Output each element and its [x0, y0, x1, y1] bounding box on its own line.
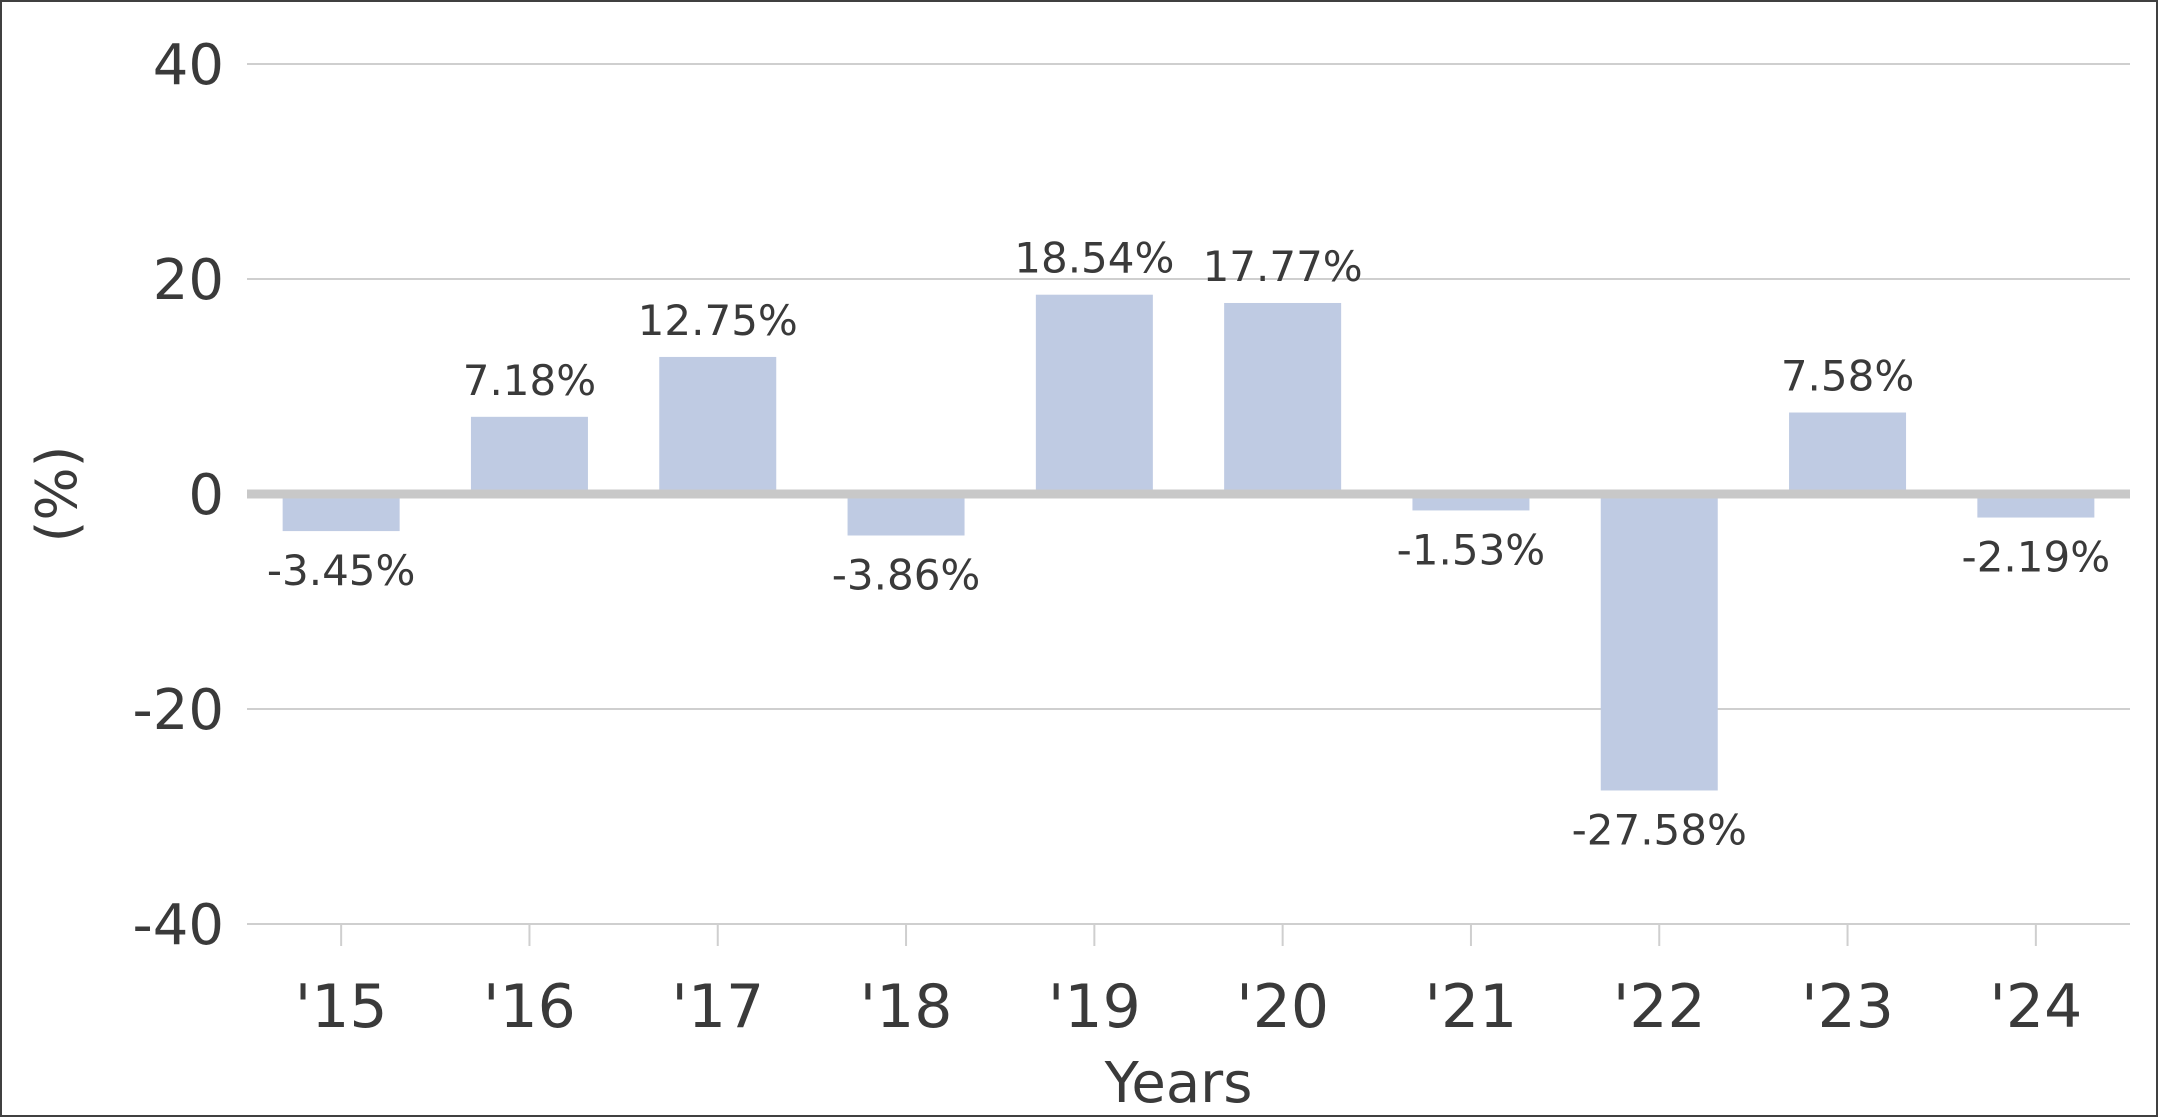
- gridlines: [247, 63, 2130, 925]
- bar: [1600, 494, 1718, 791]
- x-tick-label: '24: [1989, 972, 2082, 1042]
- data-label: 7.18%: [463, 356, 596, 405]
- data-label: -27.58%: [1572, 805, 1747, 854]
- bar: [1789, 412, 1907, 494]
- data-label: -3.86%: [832, 550, 981, 599]
- x-tick-label: '15: [295, 972, 388, 1042]
- x-tick-label: '16: [483, 972, 576, 1042]
- x-tick-label: '20: [1236, 972, 1329, 1042]
- x-tick-label: '21: [1425, 972, 1518, 1042]
- y-axis-title: (%): [25, 446, 90, 543]
- x-axis-title: Years: [1104, 1051, 1253, 1115]
- y-tick-label: 40: [153, 33, 224, 98]
- x-axis-ticks: '15 '16 '17 '18 '19 '20 '21 '22 '23 '24: [295, 924, 2082, 1042]
- data-label: 18.54%: [1014, 234, 1174, 283]
- y-tick-label: -40: [133, 893, 224, 958]
- bar: [659, 356, 777, 494]
- y-tick-label: -20: [133, 678, 224, 743]
- bar: [1977, 494, 2095, 518]
- x-tick-label: '17: [671, 972, 764, 1042]
- data-label: 12.75%: [638, 296, 798, 345]
- bar: [470, 416, 588, 494]
- y-tick-label: 20: [153, 248, 224, 313]
- bar: [847, 494, 965, 536]
- bar: [1035, 294, 1153, 494]
- data-labels: -3.45% 7.18% 12.75% -3.86% 18.54% 17.77% -1.53…: [267, 234, 2110, 855]
- data-label: -3.45%: [267, 546, 416, 595]
- bar: [1224, 302, 1342, 494]
- data-label: -1.53%: [1397, 525, 1546, 574]
- data-label: 7.58%: [1781, 352, 1914, 401]
- x-tick-label: '23: [1801, 972, 1894, 1042]
- bars: [282, 294, 2095, 791]
- x-tick-label: '18: [860, 972, 953, 1042]
- data-label: -2.19%: [1962, 533, 2111, 582]
- x-tick-label: '22: [1613, 972, 1706, 1042]
- y-axis-ticks: 40 20 0 -20 -40: [133, 33, 224, 958]
- x-tick-label: '19: [1048, 972, 1141, 1042]
- y-tick-label: 0: [188, 463, 224, 528]
- data-label: 17.77%: [1203, 242, 1363, 291]
- bar: [282, 494, 400, 532]
